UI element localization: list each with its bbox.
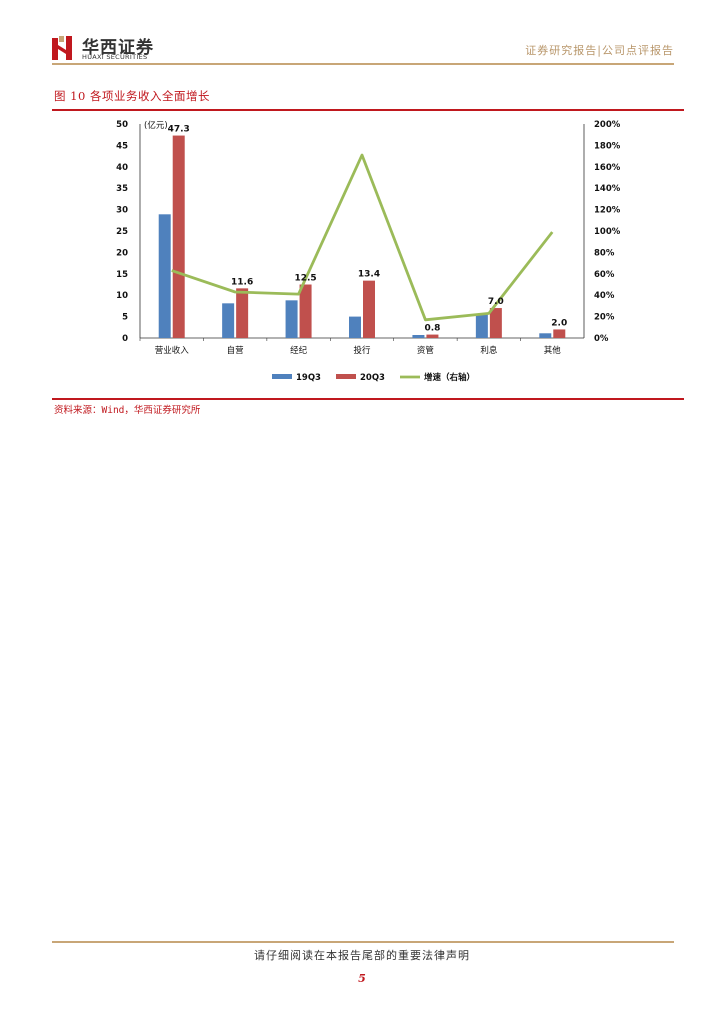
bar-19Q3 (475, 314, 488, 338)
y-right-tick-label: 40% (594, 291, 615, 301)
y-left-tick-label: 30 (116, 206, 128, 216)
chart-growth-line (171, 153, 554, 322)
bar-20Q3 (299, 284, 312, 338)
bar-data-label: 12.5 (294, 274, 316, 284)
y-left-tick-label: 45 (116, 141, 128, 151)
page-number: 5 (358, 972, 366, 985)
bar-data-label: 2.0 (551, 318, 567, 328)
legend-swatch (272, 374, 292, 379)
y-right-tick-label: 0% (594, 334, 609, 344)
y-left-tick-label: 40 (116, 163, 128, 173)
y-left-tick-label: 50 (116, 120, 128, 130)
bar-20Q3 (172, 135, 185, 338)
x-category-label: 投行 (353, 345, 371, 356)
x-category-label: 营业收入 (155, 345, 190, 356)
figure-title: 图 10 各项业务收入全面增长 (54, 89, 210, 103)
y-right-tick-label: 140% (594, 184, 621, 194)
figure-source: 资料来源：Wind，华西证券研究所 (54, 405, 201, 416)
chart-data-labels: 47.3 11.6 12.5 13.4 0.8 7.0 2.0 (168, 125, 568, 334)
logo-text-cn: 华西证券 (82, 38, 154, 58)
chart-bars (158, 135, 566, 338)
chart-legend: 19Q3 20Q3 增速（右轴） (272, 372, 475, 383)
x-category-label: 利息 (480, 345, 498, 356)
bar-data-label: 0.8 (424, 324, 440, 334)
y-left-tick-label: 5 (122, 313, 128, 323)
footer-disclaimer: 请仔细阅读在本报告尾部的重要法律声明 (254, 949, 470, 962)
figure-top-rule (52, 109, 684, 111)
bar-19Q3 (285, 300, 298, 338)
huaxi-logo-icon (52, 36, 72, 60)
y-left-tick-label: 35 (116, 184, 128, 194)
figure-bottom-rule (52, 398, 684, 400)
bar-data-label: 47.3 (168, 125, 190, 135)
y-left-tick-label: 10 (116, 291, 128, 301)
x-category-label: 其他 (544, 345, 562, 356)
chart-axes: 0 5 10 15 20 25 30 35 40 45 50 0% 20% 40% 60% 80% 100% 12… (116, 120, 621, 356)
logo-text-en: HUAXI SECURITIES (82, 53, 148, 61)
y-right-tick-label: 80% (594, 248, 615, 258)
y-unit-label: (亿元) (144, 120, 168, 131)
y-left-tick-label: 20 (116, 248, 128, 258)
x-category-label: 经纪 (290, 345, 308, 356)
bar-19Q3 (412, 335, 425, 338)
y-right-tick-label: 160% (594, 163, 621, 173)
footer-divider (52, 941, 674, 943)
legend-label: 20Q3 (360, 373, 385, 383)
bar-19Q3 (349, 316, 361, 338)
legend-swatch (336, 374, 356, 379)
y-right-tick-label: 200% (594, 120, 621, 130)
report-type: 证券研究报告|公司点评报告 (525, 44, 674, 57)
header-divider (52, 63, 674, 65)
growth-line (171, 153, 554, 322)
bar-20Q3 (236, 288, 249, 338)
bar-20Q3 (489, 308, 502, 338)
y-left-tick-label: 15 (116, 270, 128, 280)
x-category-label: 资管 (417, 345, 434, 356)
bar-20Q3 (553, 329, 566, 338)
y-right-tick-label: 180% (594, 141, 621, 151)
bar-19Q3 (539, 333, 552, 338)
revenue-chart: 0 5 10 15 20 25 30 35 40 45 50 0% 20% 40% 60% 80% 100% 12… (116, 120, 621, 383)
bar-data-label: 7.0 (488, 297, 504, 307)
y-right-tick-label: 60% (594, 270, 615, 280)
y-right-tick-label: 100% (594, 227, 621, 237)
bar-19Q3 (158, 214, 171, 338)
bar-data-label: 11.6 (231, 277, 253, 287)
y-right-tick-label: 120% (594, 206, 621, 216)
bar-20Q3 (426, 334, 439, 338)
bar-19Q3 (222, 303, 235, 338)
y-left-tick-label: 0 (122, 334, 128, 344)
x-category-label: 自营 (227, 345, 244, 356)
legend-label: 增速（右轴） (424, 372, 475, 383)
bar-data-label: 13.4 (358, 270, 380, 280)
legend-label: 19Q3 (296, 373, 321, 383)
y-right-tick-label: 20% (594, 313, 615, 323)
y-left-tick-label: 25 (116, 227, 128, 237)
bar-20Q3 (363, 280, 375, 338)
